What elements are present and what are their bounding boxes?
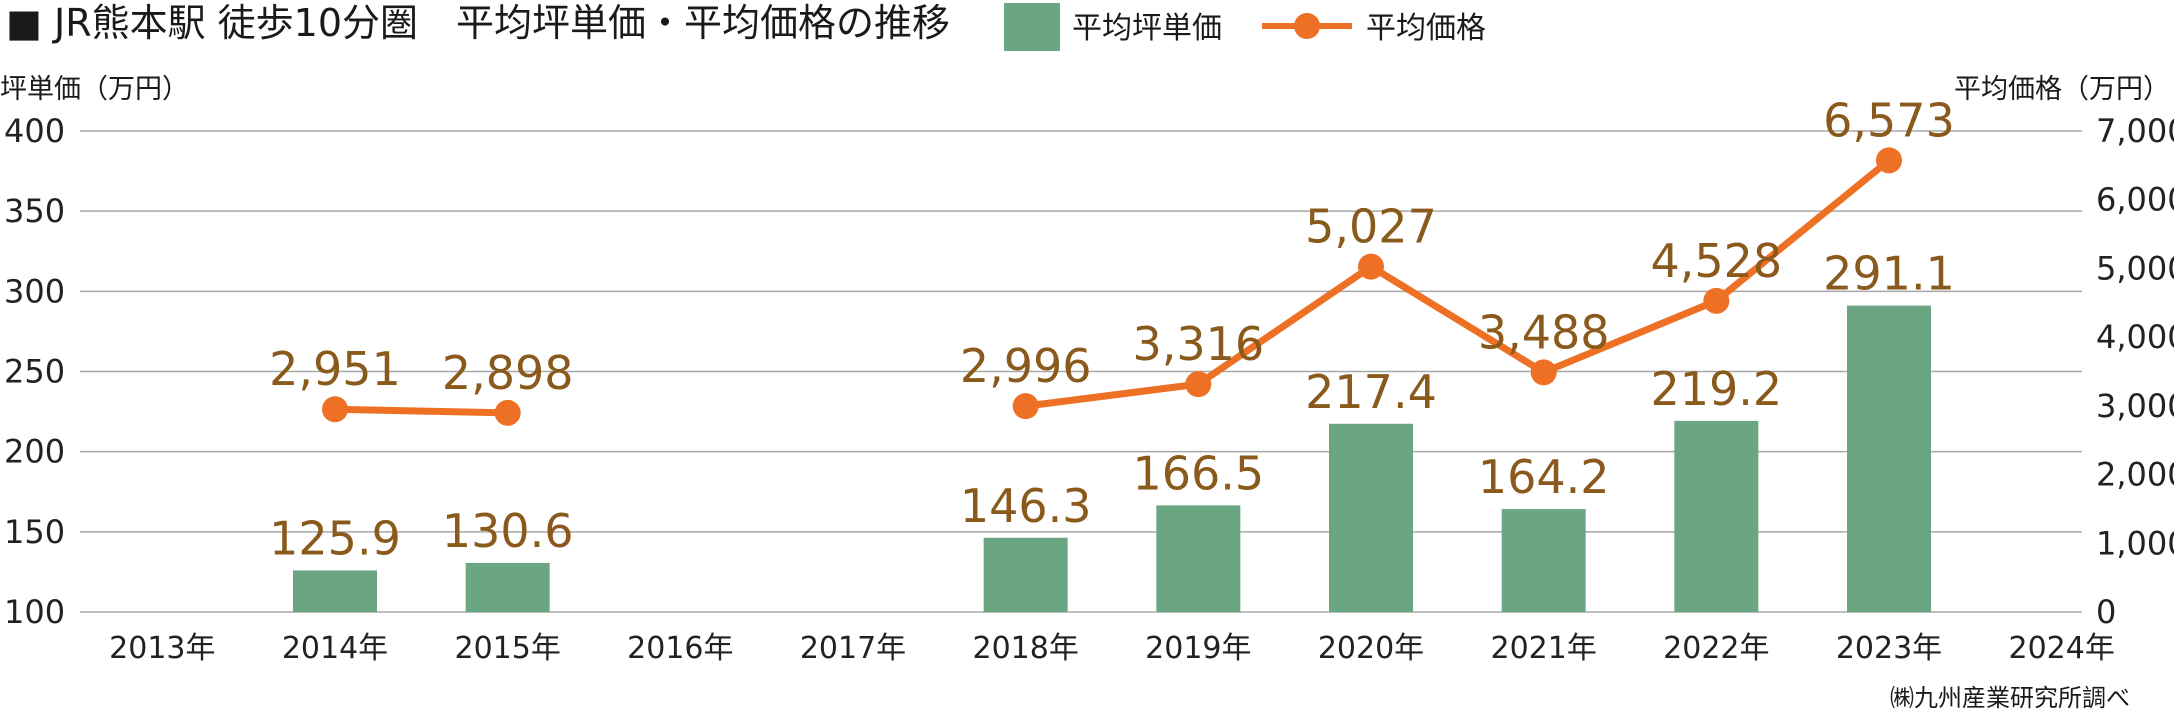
line-point	[494, 399, 521, 426]
line-value-label: 3,316	[1132, 317, 1264, 371]
line-value-label: 5,027	[1305, 200, 1437, 254]
right-tick-label: 3,000	[2096, 387, 2174, 425]
right-tick-label: 0	[2096, 593, 2116, 631]
bar-value-label: 164.2	[1478, 450, 1610, 504]
bar-value-label: 146.3	[960, 479, 1092, 533]
line-point	[1012, 393, 1039, 420]
bar	[293, 570, 377, 612]
left-tick-label: 400	[4, 112, 65, 150]
line-point	[1530, 359, 1557, 386]
right-tick-label: 5,000	[2096, 249, 2174, 287]
right-tick-label: 7,000	[2096, 112, 2174, 150]
left-axis-ticks: 100 150 200 250 300 350 400	[4, 112, 65, 631]
x-tick-label: 2015年	[454, 631, 560, 666]
line-segment	[1022, 380, 1202, 410]
x-axis-ticks: 2013年 2014年 2015年 2016年 2017年 2018年 2019年 2020年…	[109, 631, 2115, 666]
line-segment	[1194, 263, 1375, 388]
x-tick-label: 2024年	[2008, 631, 2114, 666]
legend-line-marker	[1294, 13, 1320, 39]
right-tick-label: 2,000	[2096, 456, 2174, 494]
bar-value-label: 130.6	[442, 504, 574, 558]
bar-value-label: 291.1	[1823, 247, 1955, 301]
right-tick-label: 1,000	[2096, 524, 2174, 562]
x-tick-label: 2014年	[282, 631, 388, 666]
line-point	[1358, 253, 1384, 280]
left-tick-label: 100	[4, 593, 65, 631]
bar-series	[293, 305, 1931, 612]
line-segment	[1712, 156, 1893, 305]
line-series	[322, 147, 1902, 426]
line-segment	[1540, 297, 1720, 376]
right-axis-label: 平均価格（万円）	[1954, 74, 2170, 105]
line-segment	[331, 405, 512, 417]
x-tick-label: 2020年	[1318, 631, 1424, 666]
line-value-label: 4,528	[1650, 234, 1782, 288]
left-tick-label: 150	[4, 513, 65, 551]
left-tick-label: 250	[4, 353, 65, 391]
bar	[1156, 505, 1241, 612]
line-value-label: 3,488	[1478, 305, 1610, 359]
bar	[1329, 423, 1413, 612]
right-tick-label: 6,000	[2096, 181, 2174, 219]
source-note: ㈱九州産業研究所調べ	[1890, 684, 2130, 710]
x-tick-label: 2021年	[1490, 631, 1596, 666]
legend-line-label: 平均価格	[1366, 11, 1486, 46]
x-tick-label: 2018年	[972, 631, 1078, 666]
x-tick-label: 2023年	[1836, 631, 1942, 666]
left-tick-label: 200	[4, 433, 65, 471]
bar-value-labels: 125.9 130.6 146.3 166.5 217.4 164.2 219.2 291.1	[269, 247, 1955, 566]
bar	[1674, 420, 1759, 612]
bar-value-label: 217.4	[1305, 365, 1437, 419]
x-tick-label: 2016年	[627, 631, 733, 666]
line-segment	[1367, 263, 1548, 376]
line-value-label: 2,996	[960, 339, 1092, 393]
line-value-label: 2,951	[269, 342, 401, 396]
right-axis-ticks: 0 1,000 2,000 3,000 4,000 5,000 6,000 7,000	[2096, 112, 2174, 631]
line-point	[1703, 287, 1730, 314]
x-tick-label: 2017年	[800, 631, 906, 666]
left-tick-label: 350	[4, 192, 65, 230]
legend: 平均坪単価 平均価格	[1004, 3, 1486, 51]
gridlines	[80, 130, 2082, 613]
left-tick-label: 300	[4, 272, 65, 310]
legend-bar-label: 平均坪単価	[1072, 11, 1222, 46]
line-value-label: 2,898	[442, 346, 574, 400]
line-point	[1185, 371, 1212, 398]
bar-value-label: 166.5	[1132, 446, 1264, 500]
x-tick-label: 2013年	[109, 631, 215, 666]
line-value-labels: 2,951 2,898 2,996 3,316 5,027 3,488 4,528 6,573	[269, 93, 1955, 400]
bar	[465, 562, 550, 612]
line-point	[322, 396, 348, 423]
x-tick-label: 2019年	[1145, 631, 1251, 666]
line-point	[1876, 147, 1902, 174]
chart-title: ■ JR熊本駅 徒歩10分圏 平均坪単価・平均価格の推移	[6, 1, 950, 45]
bar-value-label: 219.2	[1650, 362, 1782, 416]
bar-value-label: 125.9	[269, 511, 401, 565]
right-tick-label: 4,000	[2096, 318, 2174, 356]
left-axis-label: 坪単価（万円）	[0, 74, 189, 105]
x-tick-label: 2022年	[1663, 631, 1769, 666]
legend-bar-swatch	[1004, 3, 1060, 51]
line-value-label: 6,573	[1823, 93, 1955, 147]
bar	[1501, 509, 1586, 612]
bar	[1847, 305, 1931, 612]
bar	[983, 537, 1068, 612]
